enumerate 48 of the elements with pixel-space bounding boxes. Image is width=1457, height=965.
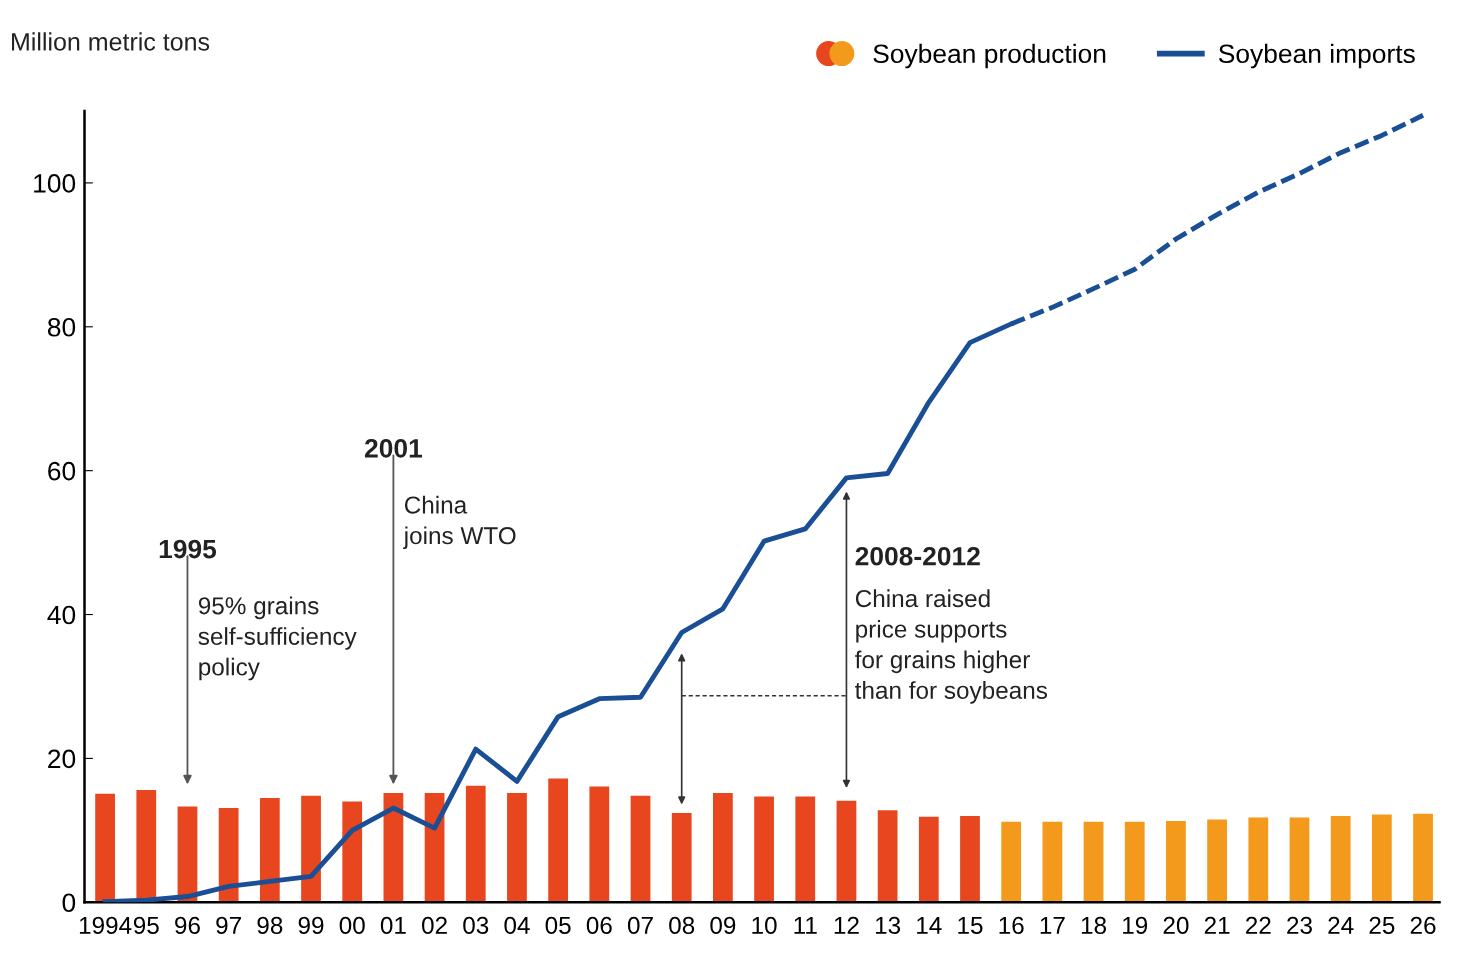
legend-label: Soybean production — [873, 43, 1106, 69]
x-tick-label: 95 — [133, 916, 159, 935]
x-tick-label: 1994 — [79, 916, 132, 935]
annotation: China joins WTO — [403, 495, 516, 550]
x-tick-label: 11 — [794, 917, 817, 934]
annotation: 1995 — [159, 539, 217, 559]
x-tick-label: 24 — [1328, 916, 1354, 934]
x-tick-label: 12 — [834, 916, 859, 934]
y-tick-label: 80 — [47, 317, 76, 337]
annotation: 2008-2012 — [855, 546, 980, 566]
x-tick-label: 25 — [1369, 916, 1395, 935]
x-tick-label: 10 — [752, 916, 777, 935]
x-tick-label: 20 — [1163, 916, 1189, 935]
x-tick-label: 22 — [1246, 916, 1271, 934]
x-tick-label: 02 — [422, 916, 447, 935]
y-tick-label: 20 — [48, 749, 76, 769]
x-tick-label: 96 — [175, 916, 200, 935]
x-tick-label: 18 — [1081, 916, 1107, 935]
x-tick-label: 19 — [1123, 916, 1148, 935]
y-tick-label: 40 — [47, 605, 76, 625]
annotation: 95% grains self-sufficiency policy — [198, 596, 357, 681]
x-tick-label: 13 — [875, 916, 901, 935]
x-tick-label: 15 — [958, 917, 983, 935]
x-tick-label: 98 — [257, 916, 283, 935]
y-tick-label: 100 — [34, 174, 76, 193]
y-tick-label: 60 — [48, 461, 76, 481]
x-tick-label: 05 — [545, 916, 571, 935]
x-tick-label: 00 — [339, 916, 365, 935]
x-tick-label: 17 — [1040, 917, 1065, 934]
x-tick-label: 23 — [1287, 916, 1312, 935]
x-tick-label: 97 — [216, 916, 241, 935]
x-tick-label: 01 — [380, 916, 406, 935]
x-tick-label: 08 — [669, 916, 695, 935]
x-tick-label: 09 — [710, 916, 736, 935]
annotation: 2001 — [364, 438, 423, 458]
x-tick-label: 26 — [1410, 916, 1436, 935]
x-tick-label: 21 — [1204, 916, 1230, 934]
annotation: China raised price supports for grains higher than for soybeans — [855, 589, 1048, 704]
legend-label: Soybean imports — [1218, 43, 1415, 69]
y-tick-label: 0 — [62, 893, 76, 913]
x-tick-label: 16 — [999, 916, 1024, 935]
x-tick-label: 14 — [917, 917, 942, 934]
x-tick-label: 04 — [504, 916, 530, 935]
y-axis-title: Million metric tons — [12, 32, 210, 51]
x-tick-label: 03 — [463, 916, 489, 935]
x-tick-label: 06 — [586, 916, 612, 935]
x-tick-label: 99 — [298, 916, 324, 935]
x-tick-label: 07 — [627, 916, 653, 935]
